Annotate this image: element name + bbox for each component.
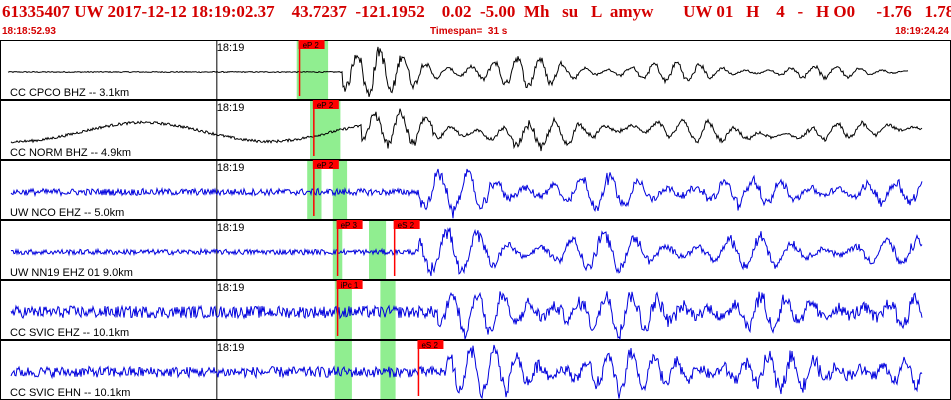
- pick-flag[interactable]: [336, 280, 363, 289]
- pick-flag[interactable]: [393, 220, 420, 229]
- pick-label: eP 2: [317, 101, 334, 110]
- trace-panel[interactable]: 18:19 eP 3 eS 2 UW NN19 EHZ 01 9.0km: [0, 220, 951, 280]
- station-label: UW NN19 EHZ 01 9.0km: [10, 267, 133, 279]
- pick-flag[interactable]: [298, 40, 325, 49]
- pick-window[interactable]: [334, 281, 352, 339]
- pick-flag[interactable]: [312, 100, 339, 109]
- trace-panel[interactable]: 18:19 eP 2 CC CPCO BHZ -- 3.1km: [0, 40, 951, 100]
- pick-window[interactable]: [310, 101, 341, 159]
- event-summary-title: 61335407 UW 2017-12-12 18:19:02.37 43.72…: [2, 2, 951, 21]
- pick-flag[interactable]: [336, 220, 363, 229]
- end-time: 18:19:24.24: [895, 26, 949, 37]
- start-time: 18:18:52.93: [2, 26, 56, 37]
- trace-panel[interactable]: 18:19 eP 2 CC NORM BHZ -- 4.9km: [0, 100, 951, 160]
- waveform-trace: [7, 46, 909, 97]
- waveform-trace: [10, 168, 923, 219]
- station-label: CC SVIC EHZ -- 10.1km: [10, 327, 129, 339]
- pick-label: eP 3: [341, 221, 358, 230]
- pick-label: eS 2: [421, 341, 438, 350]
- waveform-trace: [10, 291, 923, 341]
- station-label: CC NORM BHZ -- 4.9km: [10, 147, 131, 159]
- station-label: CC CPCO BHZ -- 3.1km: [10, 87, 129, 99]
- trace-panel[interactable]: 18:19 iPc 1 CC SVIC EHZ -- 10.1km: [0, 280, 951, 341]
- waveform-trace: [10, 108, 923, 152]
- pick-window[interactable]: [296, 41, 329, 99]
- minute-tick-label: 18:19: [217, 162, 245, 174]
- pick-label: eP 2: [317, 161, 334, 170]
- station-label: UW NCO EHZ -- 5.0km: [10, 207, 124, 219]
- timespan-label: Timespan= 31 s: [430, 26, 508, 37]
- pick-window[interactable]: [380, 281, 396, 339]
- panel-border: [0, 340, 951, 400]
- waveform-trace: [10, 344, 923, 400]
- pick-window[interactable]: [334, 341, 352, 399]
- waveform-trace: [10, 227, 923, 277]
- event-header: 61335407 UW 2017-12-12 18:19:02.37 43.72…: [0, 0, 951, 40]
- station-label: CC SVIC EHN -- 10.1km: [10, 387, 130, 399]
- minute-tick-label: 18:19: [217, 282, 245, 294]
- pick-label: eS 2: [398, 221, 415, 230]
- minute-tick-label: 18:19: [217, 42, 245, 54]
- pick-flag[interactable]: [417, 340, 444, 349]
- minute-tick-label: 18:19: [217, 102, 245, 114]
- panel-border: [0, 220, 951, 280]
- trace-panel[interactable]: 18:19 eS 2 CC SVIC EHN -- 10.1km: [0, 340, 951, 400]
- pick-label: iPc 1: [341, 281, 359, 290]
- pick-flag[interactable]: [312, 160, 339, 169]
- seismogram-panel[interactable]: 18:19 eP 2 CC CPCO BHZ -- 3.1km 18:19 eP 2 CC…: [0, 40, 951, 400]
- trace-panel[interactable]: 18:19 eP 2 UW NCO EHZ -- 5.0km: [0, 160, 951, 220]
- minute-tick-label: 18:19: [217, 342, 245, 354]
- pick-window[interactable]: [369, 221, 387, 279]
- pick-label: eP 2: [303, 41, 320, 50]
- minute-tick-label: 18:19: [217, 222, 245, 234]
